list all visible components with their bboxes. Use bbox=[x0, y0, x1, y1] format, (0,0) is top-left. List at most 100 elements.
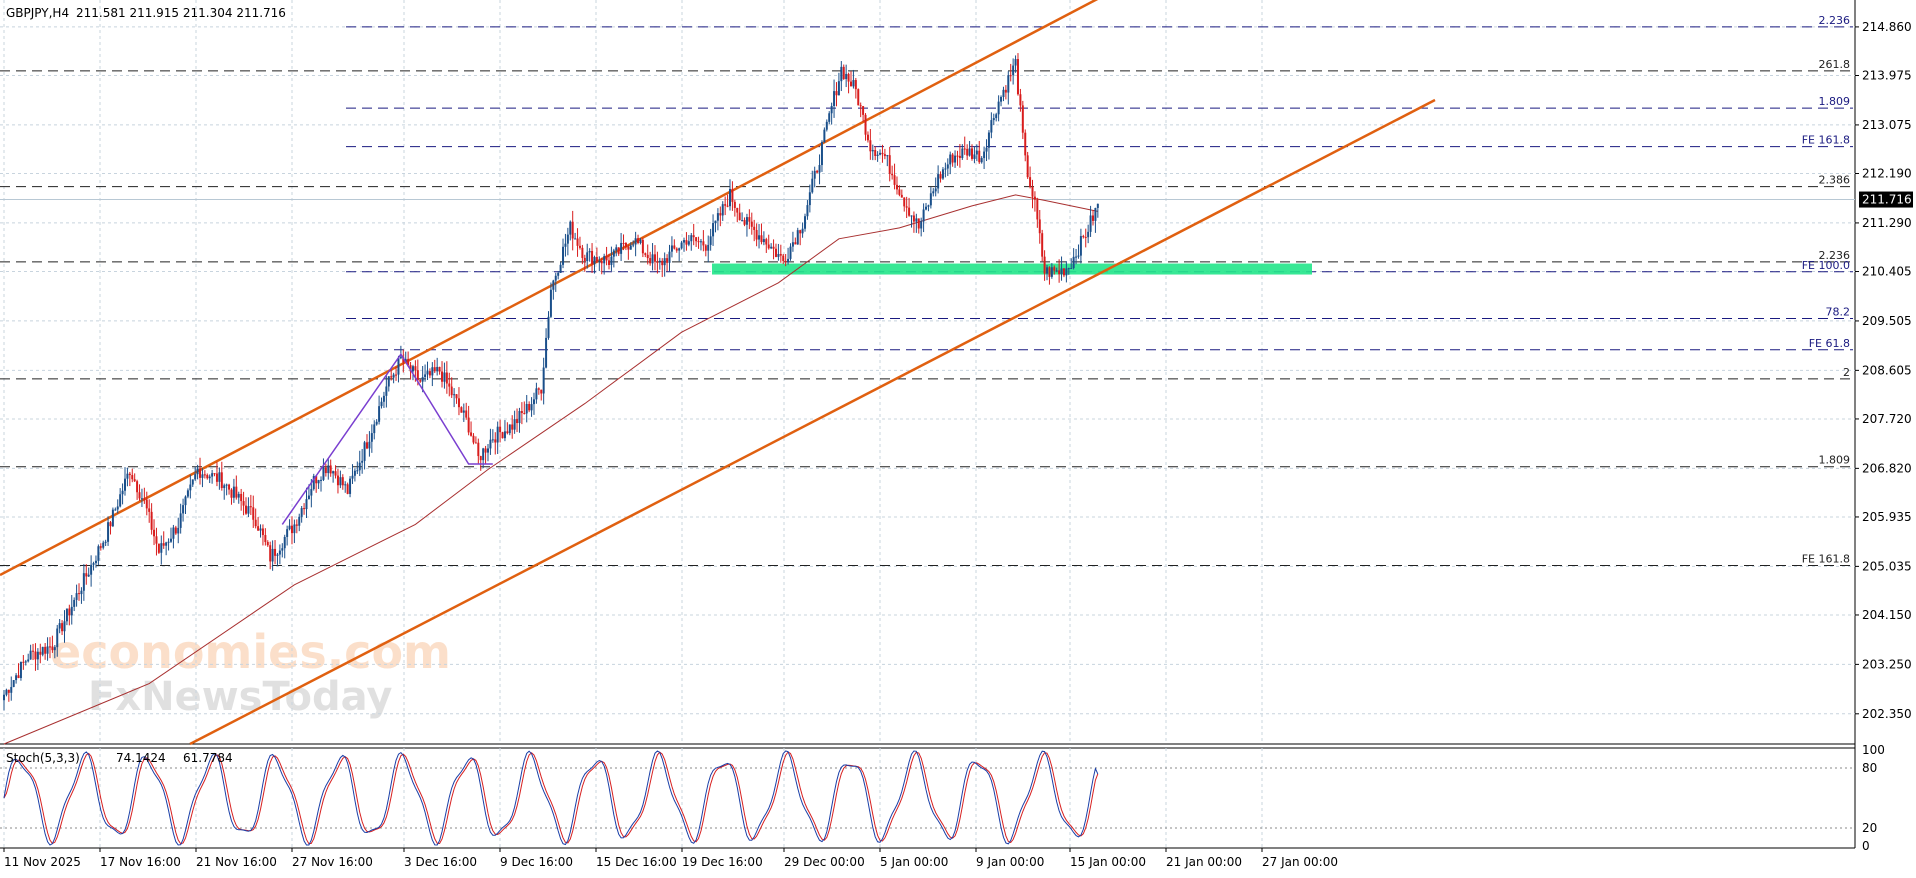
candle-body bbox=[673, 245, 676, 249]
candle-body bbox=[956, 155, 959, 157]
candle-body bbox=[17, 675, 20, 679]
candle-body bbox=[136, 481, 139, 493]
candle-body bbox=[232, 486, 235, 498]
x-tick-label: 11 Nov 2025 bbox=[4, 855, 81, 869]
y-tick-label: 207.720 bbox=[1862, 412, 1912, 426]
candle-body bbox=[588, 251, 591, 253]
candle-body bbox=[1036, 199, 1039, 220]
candle-body bbox=[912, 215, 915, 222]
candle-body bbox=[182, 505, 185, 514]
candle-body bbox=[61, 623, 64, 632]
candle-body bbox=[419, 380, 422, 382]
candle-body bbox=[714, 220, 717, 224]
candle-body bbox=[48, 646, 51, 648]
candle-body bbox=[574, 238, 577, 240]
candle-body bbox=[143, 498, 146, 500]
candle-body bbox=[595, 256, 598, 262]
candle-body bbox=[644, 253, 647, 255]
candle-body bbox=[627, 246, 630, 250]
candle-body bbox=[542, 367, 545, 394]
candle-body bbox=[915, 218, 918, 222]
fib-label: FE 61.8 bbox=[1809, 337, 1850, 350]
candle-body bbox=[830, 105, 833, 114]
candle-body bbox=[946, 164, 949, 169]
candle-body bbox=[801, 228, 804, 234]
stoch-tick-label: 0 bbox=[1862, 839, 1870, 853]
candle-body bbox=[820, 142, 823, 166]
candle-body bbox=[65, 608, 68, 622]
candle-body bbox=[361, 460, 364, 463]
candle-body bbox=[288, 525, 291, 530]
candle-body bbox=[179, 513, 182, 528]
candle-body bbox=[322, 467, 325, 480]
candle-body bbox=[879, 152, 882, 155]
candle-body bbox=[395, 374, 398, 376]
y-tick-label: 213.075 bbox=[1862, 118, 1912, 132]
date-axis: 11 Nov 2025 17 Nov 16:00 21 Nov 16:00 27 No… bbox=[3, 848, 1338, 869]
candle-body bbox=[845, 73, 848, 80]
current-price-box bbox=[1859, 191, 1913, 208]
candle-body bbox=[949, 154, 952, 165]
candle-body bbox=[399, 357, 402, 359]
candle-body bbox=[637, 238, 640, 243]
candle-body bbox=[189, 484, 192, 491]
candle-body bbox=[1024, 132, 1027, 156]
candle-body bbox=[978, 150, 981, 163]
candle-body bbox=[941, 169, 944, 179]
candle-body bbox=[1026, 155, 1029, 178]
candle-body bbox=[900, 194, 903, 198]
candle-body bbox=[518, 411, 521, 424]
stoch-label: Stoch(5,3,3) bbox=[6, 751, 80, 765]
candle-body bbox=[871, 150, 874, 152]
candle-body bbox=[903, 197, 906, 207]
candle-body bbox=[341, 477, 344, 486]
candle-body bbox=[634, 238, 637, 245]
candle-body bbox=[177, 527, 180, 534]
candle-body bbox=[1012, 65, 1015, 76]
candle-body bbox=[378, 406, 381, 422]
candle-body bbox=[992, 118, 995, 121]
channel-lower-line bbox=[189, 98, 1436, 746]
candle-body bbox=[973, 154, 976, 159]
candle-body bbox=[1070, 268, 1073, 270]
candle-body bbox=[540, 389, 543, 394]
candle-body bbox=[617, 247, 620, 254]
candle-body bbox=[496, 426, 499, 443]
candle-body bbox=[804, 216, 807, 229]
candle-body bbox=[363, 442, 366, 461]
x-tick-label: 9 Dec 16:00 bbox=[500, 855, 573, 869]
candle-body bbox=[917, 218, 920, 229]
candle-body bbox=[520, 411, 523, 414]
candle-body bbox=[305, 499, 308, 510]
candle-body bbox=[247, 506, 250, 514]
candle-body bbox=[891, 173, 894, 176]
candle-body bbox=[111, 509, 114, 527]
candle-body bbox=[864, 114, 867, 135]
grid-layer bbox=[0, 0, 1856, 849]
candle-body bbox=[666, 258, 669, 263]
watermark-economies: economies.com bbox=[50, 625, 451, 679]
candle-body bbox=[828, 113, 831, 122]
candle-body bbox=[63, 621, 66, 632]
support-zone bbox=[712, 263, 1312, 275]
candle-body bbox=[1058, 270, 1061, 275]
candle-body bbox=[58, 623, 61, 629]
fib-label: 78.2 bbox=[1826, 305, 1851, 318]
candle-body bbox=[373, 424, 376, 434]
candle-body bbox=[813, 170, 816, 179]
candle-body bbox=[29, 650, 32, 660]
candle-body bbox=[450, 386, 453, 396]
y-tick-label: 212.190 bbox=[1862, 167, 1912, 181]
candle-body bbox=[397, 358, 400, 375]
candle-body bbox=[487, 448, 489, 453]
candle-body bbox=[124, 478, 126, 491]
candle-body bbox=[1007, 75, 1010, 93]
fib-label: 2 bbox=[1843, 366, 1850, 379]
candle-body bbox=[1016, 59, 1019, 95]
candle-body bbox=[73, 599, 76, 607]
candle-body bbox=[443, 372, 446, 382]
candle-body bbox=[934, 188, 937, 192]
candle-body bbox=[687, 241, 690, 245]
candle-body bbox=[997, 101, 1000, 115]
